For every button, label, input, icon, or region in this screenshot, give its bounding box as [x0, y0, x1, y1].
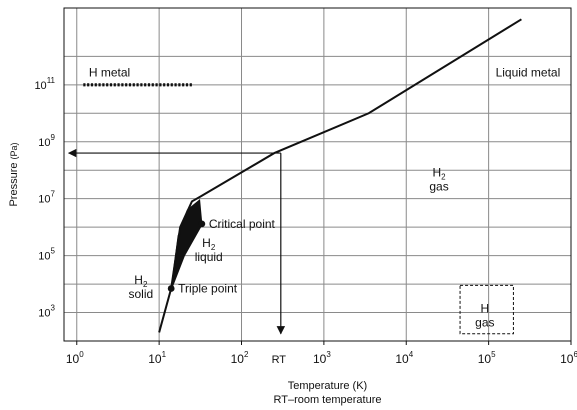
caption: RT–room temperature — [273, 394, 381, 406]
x-tick-label: 101 — [148, 350, 166, 366]
h-gas-box — [459, 284, 514, 335]
phase-lines — [83, 18, 522, 333]
special-points: Triple point Critical point — [167, 217, 276, 295]
series-boiling — [170, 223, 203, 289]
liquid-metal-label: Liquid metal — [496, 65, 561, 79]
rt-arrows — [67, 148, 286, 335]
triple-point-marker — [167, 285, 175, 292]
plot-frame — [63, 7, 572, 342]
x-tick-label: 106 — [560, 350, 577, 366]
y-tick-labels: 103 105 107 109 1011 — [34, 76, 55, 320]
x-tick-label: 102 — [231, 350, 249, 366]
y-tick-label: 109 — [38, 133, 55, 149]
y-tick-label: 1011 — [34, 76, 55, 92]
triple-point-label: Triple point — [178, 281, 238, 295]
y-tick-label: 105 — [38, 247, 55, 263]
h-gas-label: H — [481, 302, 490, 316]
h-gas-label: gas — [475, 316, 494, 330]
x-tick-labels: 100 101 102 103 104 105 106 — [66, 341, 577, 366]
h2-solid-label: solid — [129, 287, 154, 301]
series-upper — [170, 18, 522, 289]
x-tick-label: 104 — [395, 350, 413, 366]
y-tick-label: 107 — [38, 190, 55, 206]
x-tick-label: 103 — [313, 350, 331, 366]
h2-liquid-label: liquid — [195, 250, 223, 264]
region-labels: H metal Liquid metalH2gasH2liquidH2solidH… — [89, 65, 561, 335]
h-metal-label: H metal — [89, 65, 130, 79]
x-axis-label: Temperature (K) — [288, 380, 367, 392]
critical-point-label: Critical point — [209, 217, 276, 231]
x-tick-label: 100 — [66, 350, 84, 366]
y-axis-label: Pressure (Pa) — [8, 142, 20, 206]
x-tick-label: 105 — [478, 350, 496, 366]
rt-label: RT — [272, 354, 287, 366]
h2-gas-label: gas — [429, 180, 448, 194]
critical-point-marker — [198, 220, 206, 228]
series-melting — [158, 288, 173, 333]
y-tick-label: 103 — [38, 304, 55, 320]
